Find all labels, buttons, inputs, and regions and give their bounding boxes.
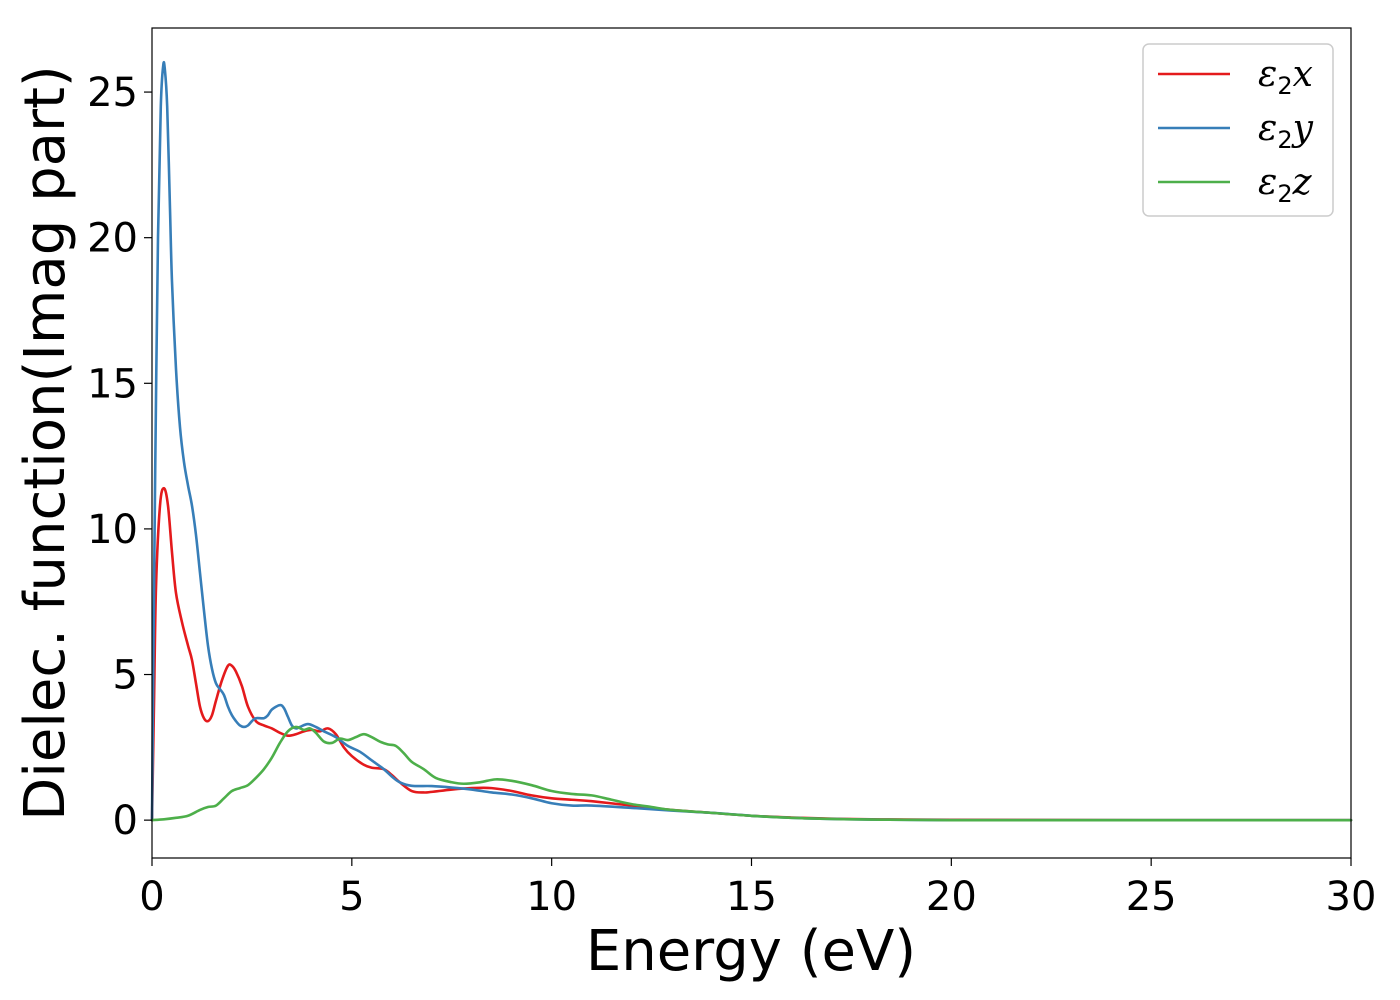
series-line-y: [150, 60, 1353, 822]
legend-label-y: ε2y: [1258, 108, 1314, 154]
x-tick-label: 10: [526, 874, 577, 920]
x-tick-label: 15: [726, 874, 777, 920]
y-tick-label: 10: [87, 507, 138, 553]
y-tick-label: 0: [113, 798, 138, 844]
legend: ε2x ε2y ε2z: [1142, 43, 1334, 217]
x-tick-label: 30: [1326, 874, 1377, 920]
y-tick-label: 20: [87, 216, 138, 262]
x-ticks: 0 5 10 15 20 25 30: [139, 858, 1376, 920]
y-tick-label: 15: [87, 361, 138, 407]
y-ticks: 0 5 10 15 20 25: [87, 70, 152, 844]
y-tick-label: 5: [113, 653, 138, 699]
legend-frame: [1142, 43, 1334, 217]
x-tick-label: 0: [139, 874, 164, 920]
x-axis-title: Energy (eV): [586, 919, 916, 984]
x-tick-label: 5: [339, 874, 364, 920]
series-layer: [150, 60, 1353, 822]
x-tick-label: 20: [926, 874, 977, 920]
series-line-x: [150, 486, 1353, 822]
series-line-z: [150, 725, 1353, 822]
y-tick-label: 25: [87, 70, 138, 116]
legend-label-x: ε2x: [1258, 54, 1313, 100]
legend-label-z: ε2z: [1258, 162, 1313, 208]
x-tick-label: 25: [1126, 874, 1177, 920]
y-axis-title: Dielec. function(Imag part): [13, 65, 78, 821]
